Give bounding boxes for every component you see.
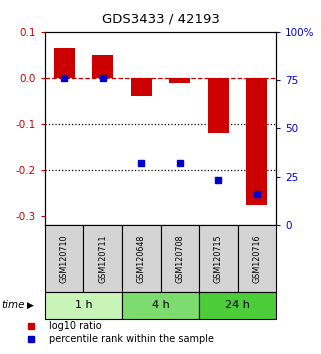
Bar	[92, 55, 113, 78]
Text: GSM120710: GSM120710	[60, 234, 69, 283]
Bar	[208, 78, 229, 133]
Bar	[160, 225, 199, 292]
Bar	[45, 292, 122, 319]
Text: 24 h: 24 h	[225, 300, 250, 310]
Text: log10 ratio: log10 ratio	[49, 321, 101, 331]
Text: GSM120716: GSM120716	[252, 234, 261, 283]
Bar	[131, 78, 152, 96]
Bar	[238, 225, 276, 292]
Bar	[246, 78, 267, 205]
Bar	[83, 225, 122, 292]
Bar	[199, 225, 238, 292]
Text: time: time	[2, 300, 25, 310]
Bar	[45, 225, 83, 292]
Text: GSM120715: GSM120715	[214, 234, 223, 283]
Text: 4 h: 4 h	[152, 300, 169, 310]
Bar	[122, 292, 199, 319]
Text: GSM120708: GSM120708	[175, 234, 184, 283]
Bar	[199, 292, 276, 319]
Text: GSM120711: GSM120711	[98, 234, 107, 283]
Text: percentile rank within the sample: percentile rank within the sample	[49, 334, 214, 344]
Bar	[122, 225, 160, 292]
Text: 1 h: 1 h	[75, 300, 92, 310]
Text: ▶: ▶	[27, 301, 33, 310]
Bar	[54, 48, 75, 78]
Bar	[169, 78, 190, 83]
Text: GDS3433 / 42193: GDS3433 / 42193	[101, 12, 220, 25]
Text: GSM120648: GSM120648	[137, 234, 146, 282]
